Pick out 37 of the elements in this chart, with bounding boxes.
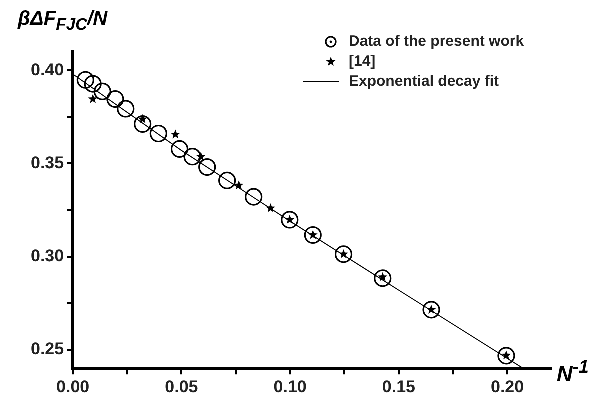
y-tick-label: 0.30 (30, 246, 64, 266)
point (134, 115, 152, 134)
point (281, 211, 299, 229)
point (422, 301, 440, 319)
point (150, 124, 168, 143)
x-axis-title: N$^{-1}$ (556, 356, 589, 387)
point (266, 203, 276, 212)
legend-label: Exponential decay fit (349, 73, 500, 90)
point (84, 75, 102, 93)
y-tick-label: 0.40 (30, 60, 64, 80)
x-tick-label: 0.10 (274, 377, 307, 396)
point (334, 246, 353, 264)
point (117, 100, 135, 118)
point (184, 148, 202, 166)
x-tick-label: 0.00 (56, 377, 90, 396)
point (94, 82, 112, 100)
x-tick-label: 0.20 (491, 377, 524, 396)
x-tick-label: 0.15 (382, 377, 416, 396)
point (245, 188, 263, 206)
y-tick-label: 0.35 (30, 153, 64, 172)
x-tick-label: 0.05 (165, 377, 198, 396)
legend-label: [14] (349, 53, 376, 70)
point (88, 94, 98, 104)
point (138, 114, 148, 124)
point (106, 90, 124, 108)
point (498, 347, 516, 365)
point (170, 130, 180, 139)
legend-label: Data of the present work (349, 33, 525, 50)
point (218, 172, 236, 190)
point (196, 152, 206, 161)
point (170, 140, 189, 158)
point (198, 158, 216, 176)
y-tick-label: 0.25 (30, 340, 64, 359)
point (76, 71, 94, 89)
point (234, 180, 244, 190)
y-axis-title: βΔF$_{FJC}$/N (18, 8, 108, 35)
point (374, 270, 392, 288)
